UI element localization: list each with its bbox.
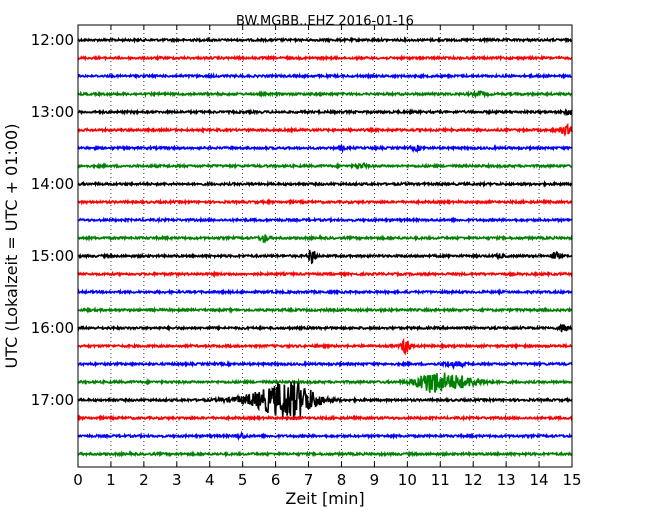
x-tick-label: 1 (106, 471, 116, 489)
x-tick-label: 12 (464, 471, 483, 489)
y-tick-label: 12:00 (31, 31, 74, 49)
x-tick-label: 13 (497, 471, 516, 489)
x-tick-label: 15 (562, 471, 581, 489)
chart-title: BW.MGBB..EHZ 2016-01-16 (236, 14, 414, 29)
trace-line (77, 179, 573, 188)
trace-line (77, 450, 573, 458)
y-tick-label: 14:00 (31, 175, 74, 193)
trace-line (77, 72, 573, 81)
x-tick-label: 3 (172, 471, 182, 489)
x-tick-label: 7 (304, 471, 314, 489)
trace-line (77, 269, 573, 279)
trace-line (77, 198, 573, 206)
trace-line (77, 35, 573, 44)
trace-line (77, 108, 573, 117)
x-tick-label: 4 (205, 471, 215, 489)
y-tick-label: 17:00 (31, 391, 74, 409)
y-tick-label: 13:00 (31, 103, 74, 121)
y-axis-label: UTC (Lokalzeit = UTC + 01:00) (2, 124, 21, 369)
x-tick-label: 6 (271, 471, 281, 489)
x-tick-label: 0 (73, 471, 83, 489)
x-tick-label: 9 (370, 471, 380, 489)
trace-line (77, 122, 573, 137)
plot-frame (77, 24, 573, 468)
trace-line (77, 89, 573, 99)
trace-line (77, 234, 573, 244)
x-tick-label: 5 (238, 471, 248, 489)
trace-line (77, 323, 573, 333)
y-tick-label: 15:00 (31, 247, 74, 265)
trace-line (77, 54, 573, 62)
trace-line (77, 360, 573, 370)
trace-line (77, 337, 573, 356)
x-tick-label: 2 (139, 471, 149, 489)
trace-line (77, 249, 573, 265)
x-axis-label: Zeit [min] (285, 489, 364, 508)
trace-line (77, 372, 573, 393)
trace-line (77, 288, 573, 297)
trace-line (77, 413, 573, 422)
x-tick-label: 11 (431, 471, 450, 489)
x-axis-ticks: 0 1 2 3 4 5 6 7 8 9 10 11 12 13 14 15 (73, 25, 582, 489)
traces (77, 35, 573, 458)
x-tick-label: 14 (530, 471, 549, 489)
trace-line (77, 215, 573, 224)
trace-line (77, 381, 573, 420)
y-tick-label: 16:00 (31, 319, 74, 337)
x-tick-label: 10 (398, 471, 417, 489)
trace-line (77, 430, 573, 442)
x-tick-label: 8 (337, 471, 347, 489)
trace-line (77, 143, 573, 154)
trace-line (77, 305, 573, 315)
plot-area (78, 25, 572, 467)
grid (110, 25, 540, 467)
y-axis-ticks: 12:00 13:00 14:00 15:00 16:00 17:00 (31, 31, 572, 409)
trace-line (77, 161, 573, 171)
